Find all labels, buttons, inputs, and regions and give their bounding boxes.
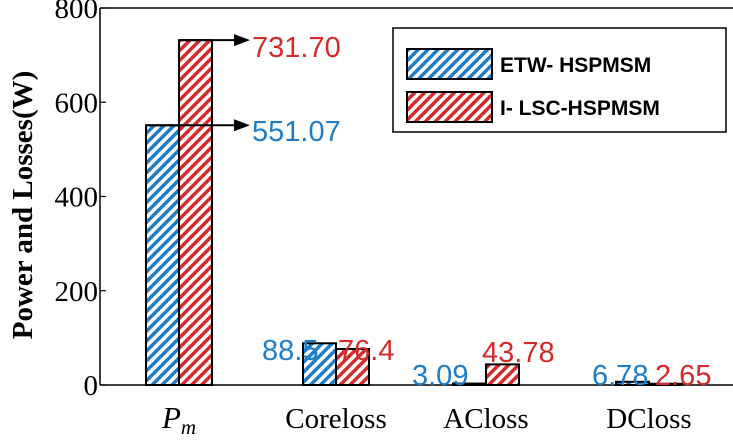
legend: ETW- HSPMSM I- LSC-HSPMSM <box>392 27 727 133</box>
x-tick-label: Coreloss <box>285 403 387 435</box>
y-tick-label: 0 <box>84 370 99 402</box>
x-tick-label: ACloss <box>443 403 528 435</box>
y-tick-label: 200 <box>55 276 99 308</box>
bar-ilsc-1 <box>335 347 370 386</box>
y-axis-label: Power and Losses(W) <box>7 71 39 340</box>
callout-arrows <box>146 34 250 132</box>
data-label-etw-3: 6.78 <box>592 360 648 392</box>
data-label-etw-0: 551.07 <box>252 116 341 148</box>
data-label-ilsc-3: 2.65 <box>655 360 711 392</box>
data-labels: 551.07 88.5 3.09 6.78 731.70 76.4 43.78 2.65 <box>252 32 711 392</box>
bar-etw-0 <box>145 124 180 387</box>
bars <box>145 39 683 387</box>
data-label-ilsc-0: 731.70 <box>252 32 341 64</box>
x-tick-label: Pm <box>161 400 196 439</box>
data-label-etw-1: 88.5 <box>262 335 318 367</box>
y-tick-label: 800 <box>55 0 99 25</box>
bar-etw-1 <box>302 342 337 386</box>
y-axis-ticks: 0 200 400 600 800 <box>55 0 106 402</box>
data-label-etw-2: 3.09 <box>412 360 468 392</box>
bar-ilsc-2 <box>485 363 520 387</box>
y-tick-label: 600 <box>55 87 99 119</box>
legend-swatch-ilsc <box>406 91 493 123</box>
legend-label-ilsc: I- LSC-HSPMSM <box>500 97 660 120</box>
callout-arrow-ilsc-pm <box>179 34 250 47</box>
bar-ilsc-0 <box>178 39 213 387</box>
legend-swatch-etw <box>406 48 493 80</box>
data-label-ilsc-2: 43.78 <box>482 337 555 369</box>
y-tick-label: 400 <box>55 182 99 214</box>
bar-ilsc-3 <box>648 382 683 387</box>
legend-label-etw: ETW- HSPMSM <box>500 54 651 77</box>
callout-arrow-etw-pm <box>146 119 250 132</box>
x-tick-label: DCloss <box>606 403 691 435</box>
x-axis-ticks: Pm Coreloss ACloss DCloss <box>161 400 692 439</box>
data-label-ilsc-1: 76.4 <box>338 335 394 367</box>
